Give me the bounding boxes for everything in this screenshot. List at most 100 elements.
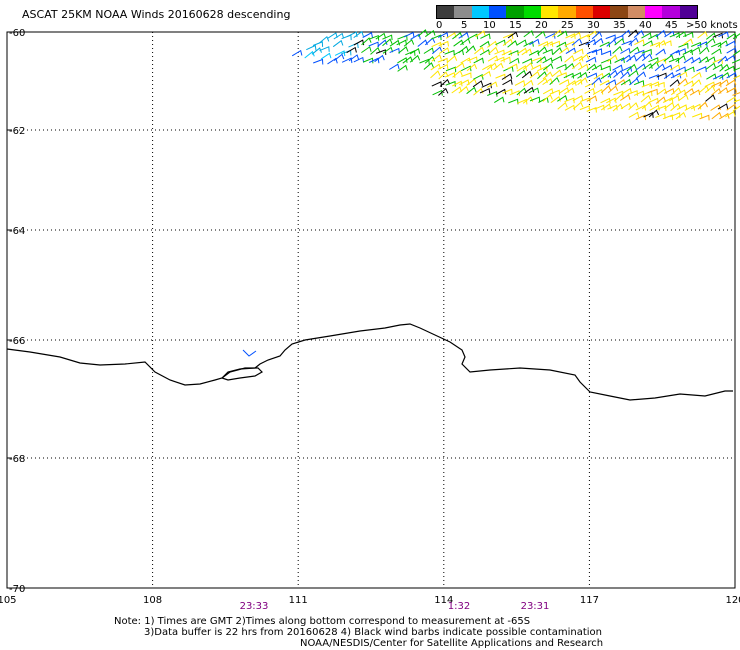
- wind-barb: [599, 79, 611, 86]
- wind-barb: [578, 53, 590, 62]
- wind-barb: [600, 72, 612, 80]
- wind-barb: [556, 63, 567, 70]
- wind-barb: [341, 57, 353, 64]
- wind-barb: [419, 58, 430, 65]
- footnotes: Note: 1) Times are GMT 2)Times along bot…: [114, 616, 603, 649]
- wind-barb: [620, 78, 632, 86]
- wind-barb: [683, 56, 695, 64]
- wind-barb: [564, 97, 575, 104]
- wind-barb: [479, 40, 491, 48]
- lon-tick-label: 111: [289, 595, 308, 606]
- wind-barb: [691, 41, 702, 48]
- wind-barb: [677, 71, 688, 78]
- wind-barb: [361, 37, 372, 46]
- wind-barb: [641, 53, 653, 62]
- wind-barb: [507, 40, 518, 48]
- wind-barb: [612, 64, 623, 71]
- wind-barb: [607, 54, 618, 62]
- wind-barb: [479, 49, 491, 56]
- wind-barb: [719, 63, 730, 72]
- wind-barb: [465, 45, 476, 54]
- wind-barb: [452, 70, 463, 78]
- wind-barb: [482, 64, 493, 71]
- wind-barb: [689, 46, 701, 54]
- scale-swatch: [471, 6, 489, 18]
- wind-barb: [507, 63, 518, 70]
- wind-barb: [668, 57, 680, 64]
- wind-barb: [591, 77, 602, 86]
- wind-barb: [655, 29, 667, 38]
- wind-barb: [712, 32, 723, 39]
- wind-barb: [531, 57, 542, 63]
- wind-barb: [537, 65, 548, 72]
- wind-barb: [669, 64, 681, 71]
- wind-barb: [515, 69, 527, 78]
- wind-barb: [431, 34, 442, 41]
- wind-barb: [431, 54, 442, 62]
- wind-barb: [699, 46, 710, 55]
- wind-barb: [696, 66, 707, 72]
- wind-barb: [662, 97, 674, 103]
- wind-barb: [724, 54, 736, 62]
- wind-barb: [711, 111, 722, 120]
- wind-barb: [552, 29, 563, 38]
- wind-barb: [705, 94, 716, 102]
- wind-barb: [508, 98, 519, 105]
- wind-barb: [635, 104, 647, 111]
- wind-barb: [566, 80, 577, 87]
- wind-barb: [565, 47, 577, 55]
- wind-barb: [664, 101, 675, 110]
- wind-barb: [718, 31, 729, 38]
- wind-barb: [368, 57, 380, 64]
- wind-barb: [403, 39, 415, 47]
- wind-barb: [501, 73, 513, 80]
- wind-barb: [458, 85, 469, 94]
- wind-barb: [691, 79, 702, 87]
- wind-barb: [557, 95, 568, 102]
- wind-barb: [600, 97, 611, 104]
- wind-barb: [726, 96, 737, 103]
- wind-barb: [409, 48, 421, 55]
- wind-barb: [460, 57, 471, 64]
- lon-tick-label: 108: [143, 595, 162, 606]
- scale-label: 40: [639, 20, 652, 31]
- wind-barb: [626, 54, 637, 63]
- scale-swatch: [644, 6, 663, 18]
- wind-barb: [438, 71, 449, 80]
- wind-barb: [648, 74, 660, 80]
- scale-label: 30: [587, 20, 600, 31]
- wind-barb: [523, 79, 534, 87]
- wind-barb: [641, 48, 652, 55]
- wind-barb: [670, 72, 682, 79]
- lat-tick-label: -68: [9, 454, 25, 465]
- wind-barb: [445, 66, 457, 73]
- wind-barb: [444, 49, 455, 56]
- wind-barb: [620, 47, 631, 54]
- wind-barb: [507, 31, 519, 39]
- wind-barb: [542, 63, 554, 71]
- wind-barb: [382, 38, 393, 47]
- wind-barb: [327, 32, 338, 39]
- wind-barb: [417, 39, 428, 47]
- wind-barb: [508, 49, 519, 56]
- wind-barb: [692, 112, 703, 119]
- wind-barb: [542, 48, 553, 55]
- wind-barb: [480, 70, 492, 78]
- wind-barb: [642, 40, 654, 47]
- wind-barb: [592, 37, 604, 46]
- wind-barb: [304, 50, 315, 59]
- wind-barb: [711, 81, 722, 88]
- wind-barb: [586, 106, 597, 113]
- wind-barb: [586, 63, 597, 72]
- wind-barb: [242, 349, 257, 357]
- wind-barb: [475, 30, 486, 38]
- wind-barb: [697, 31, 708, 39]
- wind-barb: [628, 37, 639, 46]
- wind-speed-color-bar: [436, 5, 698, 19]
- wind-barb: [439, 78, 451, 87]
- wind-barb: [584, 87, 595, 94]
- wind-barb: [578, 63, 589, 71]
- wind-barb: [542, 94, 553, 102]
- wind-barb: [705, 37, 716, 46]
